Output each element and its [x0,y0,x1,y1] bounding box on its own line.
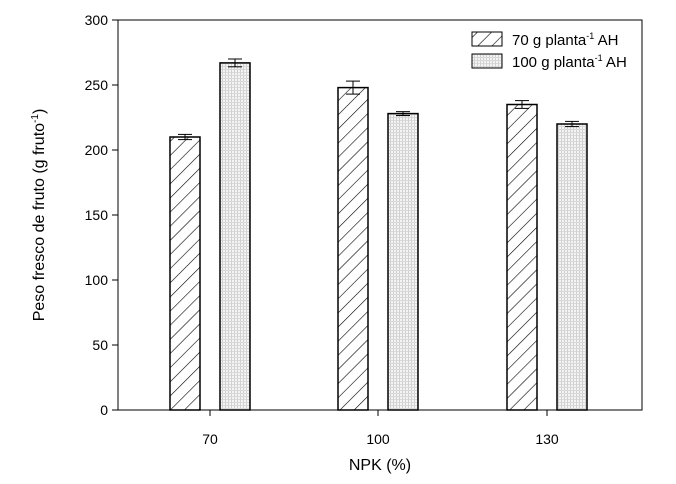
y-tick-label: 0 [100,402,108,418]
bar [506,103,538,411]
x-tick-label: 100 [366,431,390,447]
legend-label: 70 g planta-1 AH [512,31,618,49]
y-tick-label: 100 [85,272,109,288]
y-tick-label: 300 [85,12,109,28]
y-axis-label: Peso fresco de fruto (g fruto-1) [30,109,48,322]
legend-swatch [471,31,503,47]
x-tick-label: 70 [202,431,218,447]
bar [219,62,251,411]
y-tick-label: 200 [85,142,109,158]
x-axis-label: NPK (%) [349,457,411,474]
y-tick-label: 50 [92,337,108,353]
legend-label: 100 g planta-1 AH [512,53,627,71]
bar [169,136,201,411]
bar [556,123,588,411]
x-tick-label: 130 [535,431,559,447]
bar [387,112,419,411]
bar [337,86,369,411]
y-tick-label: 250 [85,77,109,93]
y-tick-label: 150 [85,207,109,223]
legend-swatch [471,53,503,69]
